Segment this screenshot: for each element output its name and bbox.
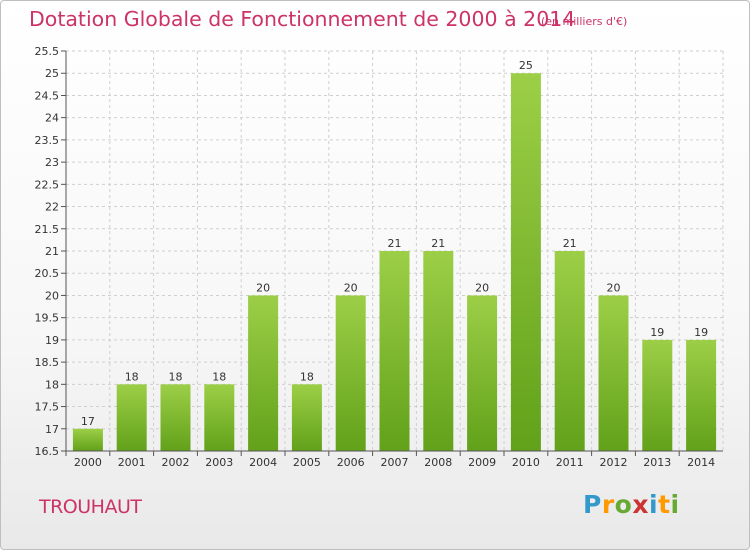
data-label-2008: 21: [431, 237, 445, 250]
logo-letter: r: [601, 490, 615, 519]
bar-2005: [291, 384, 322, 451]
x-tick-label-2000: 2000: [74, 456, 102, 469]
x-tick-label-2012: 2012: [600, 456, 628, 469]
y-tick-label: 23.5: [35, 134, 60, 147]
y-tick-label: 22.5: [35, 178, 60, 191]
y-tick-label: 22: [45, 201, 59, 214]
x-tick-label-2013: 2013: [643, 456, 671, 469]
x-tick-label-2011: 2011: [556, 456, 584, 469]
y-tick-label: 25: [45, 67, 59, 80]
y-tick-label: 19.5: [35, 312, 60, 325]
bar-2002: [160, 384, 191, 451]
logo-letter: i: [670, 490, 680, 519]
data-label-2001: 18: [125, 370, 139, 383]
axes: [61, 50, 723, 456]
logo-letter: P: [583, 490, 602, 519]
data-label-2006: 20: [344, 281, 358, 294]
y-tick-label: 16.5: [35, 445, 60, 458]
y-tick-label: 24: [45, 112, 59, 125]
data-label-2011: 21: [563, 237, 577, 250]
data-label-2002: 18: [169, 370, 183, 383]
bar-2014: [686, 339, 717, 451]
logo-letter: t: [658, 490, 671, 519]
y-tick-label: 21.5: [35, 223, 60, 236]
bar-2000: [72, 428, 103, 451]
x-tick-label-2003: 2003: [205, 456, 233, 469]
bar-2012: [598, 295, 629, 451]
x-tick-label-2014: 2014: [687, 456, 715, 469]
data-label-2014: 19: [694, 326, 708, 339]
y-tick-label: 25.5: [35, 45, 60, 58]
bar-2009: [467, 295, 498, 451]
bar-2006: [335, 295, 366, 451]
proxiti-logo: Proxiti: [583, 490, 680, 519]
x-tick-label-2002: 2002: [162, 456, 190, 469]
chart-subtitle: (en milliers d'€): [541, 15, 628, 28]
y-tick-label: 20: [45, 289, 59, 302]
logo-letter: i: [649, 490, 659, 519]
y-tick-label: 17: [45, 423, 59, 436]
commune-name: TROUHAUT: [39, 496, 142, 518]
bar-2007: [379, 251, 410, 451]
bar-2003: [204, 384, 235, 451]
data-label-2005: 18: [300, 370, 314, 383]
x-tick-label-2010: 2010: [512, 456, 540, 469]
x-tick-label-2008: 2008: [424, 456, 452, 469]
chart-title: Dotation Globale de Fonctionnement de 20…: [29, 7, 576, 31]
data-label-2007: 21: [388, 237, 402, 250]
y-tick-label: 24.5: [35, 89, 60, 102]
data-label-2000: 17: [81, 415, 95, 428]
bar-2004: [248, 295, 279, 451]
y-tick-label: 23: [45, 156, 59, 169]
data-label-2012: 20: [607, 281, 621, 294]
data-label-2010: 25: [519, 59, 533, 72]
y-tick-label: 21: [45, 245, 59, 258]
data-label-2009: 20: [475, 281, 489, 294]
data-label-2013: 19: [650, 326, 664, 339]
logo-letter: o: [614, 490, 633, 519]
x-tick-label-2006: 2006: [337, 456, 365, 469]
bar-2010: [510, 73, 541, 451]
bar-2013: [642, 339, 673, 451]
y-tick-label: 18.5: [35, 356, 60, 369]
labels: 16.5 17 17.5 18 18.5 19 19.5 20 20.5 21 21.5 22 22.5…: [35, 45, 716, 469]
x-tick-label-2004: 2004: [249, 456, 277, 469]
y-tick-label: 17.5: [35, 401, 60, 414]
bar-2008: [423, 251, 454, 451]
y-tick-label: 19: [45, 334, 59, 347]
data-label-2004: 20: [256, 281, 270, 294]
data-label-2003: 18: [212, 370, 226, 383]
x-tick-label-2005: 2005: [293, 456, 321, 469]
y-tick-label: 18: [45, 378, 59, 391]
bar-2001: [116, 384, 147, 451]
bars: [72, 73, 717, 451]
bar-2011: [554, 251, 585, 451]
x-tick-label-2009: 2009: [468, 456, 496, 469]
x-tick-label-2007: 2007: [381, 456, 409, 469]
x-tick-label-2001: 2001: [118, 456, 146, 469]
y-tick-label: 20.5: [35, 267, 60, 280]
logo-letter: x: [632, 490, 649, 519]
